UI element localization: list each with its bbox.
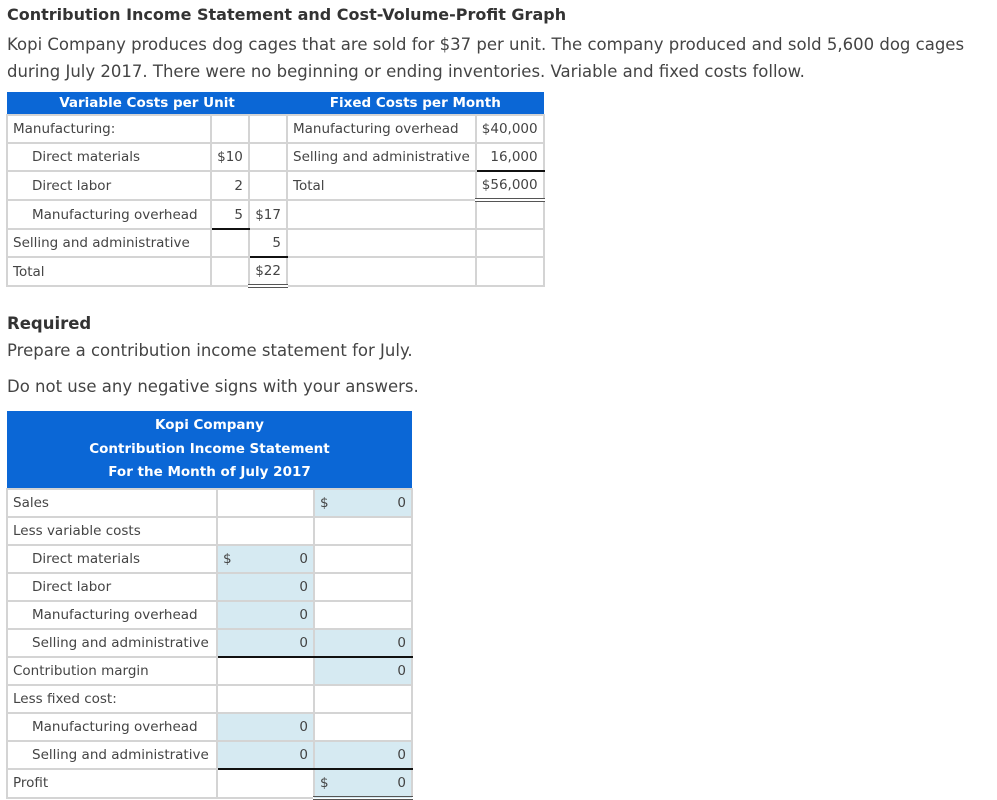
fixed-costs-header: Fixed Costs per Month <box>287 92 544 115</box>
var-mfg-overhead-input[interactable]: 0 <box>215 599 315 630</box>
cost-data-table: Variable Costs per Unit Fixed Costs per … <box>6 92 545 288</box>
table-row: Less variable costs <box>6 515 414 546</box>
table-row: Sales $0 <box>6 487 414 518</box>
contribution-margin-input[interactable]: 0 <box>312 655 414 686</box>
var-label: Direct materials <box>6 142 212 172</box>
var-label: Manufacturing overhead <box>6 199 212 230</box>
problem-intro: Kopi Company produces dog cages that are… <box>7 35 965 81</box>
required-heading: Required <box>7 314 92 333</box>
income-statement-table: Kopi Company Contribution Income Stateme… <box>6 411 414 800</box>
sales-input[interactable]: $0 <box>312 487 414 518</box>
table-row: Manufacturing overhead 0 <box>6 599 414 630</box>
total-variable-costs-input[interactable]: 0 <box>312 627 414 658</box>
direct-labor-input[interactable]: 0 <box>215 571 315 602</box>
var-label: Manufacturing: <box>6 114 212 144</box>
table-row: Manufacturing overhead 0 <box>6 711 414 742</box>
table-row: Less fixed cost: <box>6 683 414 714</box>
required-note: Do not use any negative signs with your … <box>7 377 419 396</box>
profit-input[interactable]: $0 <box>312 767 414 800</box>
table-row: Selling and administrative 0 0 <box>6 627 414 658</box>
var-label: Direct labor <box>6 170 212 201</box>
table-row: Contribution margin 0 <box>6 655 414 686</box>
required-instruction: Prepare a contribution income statement … <box>7 341 413 360</box>
fixed-label: Selling and administrative <box>286 142 477 172</box>
var-selling-admin-input[interactable]: 0 <box>215 627 315 658</box>
var-label: Total <box>6 256 212 287</box>
fixed-selling-admin-input[interactable]: 0 <box>215 739 315 770</box>
table-row: Selling and administrative 0 0 <box>6 739 414 770</box>
table-row: Profit $0 <box>6 767 414 800</box>
var-label: Selling and administrative <box>6 228 212 258</box>
table-row: Direct labor 0 <box>6 571 414 602</box>
page-title: Contribution Income Statement and Cost-V… <box>7 5 567 24</box>
statement-period: For the Month of July 2017 <box>7 461 412 489</box>
variable-costs-header: Variable Costs per Unit <box>7 92 287 115</box>
total-fixed-costs-input[interactable]: 0 <box>312 739 414 770</box>
statement-company: Kopi Company <box>7 411 412 438</box>
direct-materials-input[interactable]: $0 <box>215 543 315 574</box>
table-row: Direct materials $0 <box>6 543 414 574</box>
fixed-label: Total <box>286 170 477 201</box>
fixed-mfg-overhead-input[interactable]: 0 <box>215 711 315 742</box>
fixed-label: Manufacturing overhead <box>286 114 477 144</box>
statement-title: Contribution Income Statement <box>7 437 412 461</box>
